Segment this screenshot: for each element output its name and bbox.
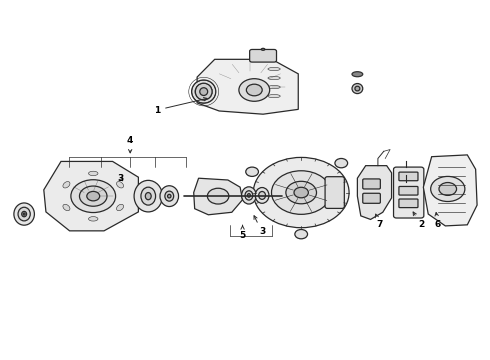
Ellipse shape xyxy=(117,181,123,188)
Ellipse shape xyxy=(196,83,212,100)
Ellipse shape xyxy=(18,207,30,221)
FancyBboxPatch shape xyxy=(399,186,418,195)
Ellipse shape xyxy=(168,194,171,198)
Circle shape xyxy=(246,167,258,176)
Text: 3: 3 xyxy=(117,174,123,183)
Circle shape xyxy=(335,158,347,168)
Polygon shape xyxy=(197,59,298,114)
Ellipse shape xyxy=(352,72,363,77)
FancyBboxPatch shape xyxy=(249,49,276,62)
FancyBboxPatch shape xyxy=(399,172,418,181)
FancyBboxPatch shape xyxy=(399,199,418,208)
Ellipse shape xyxy=(141,187,156,205)
Ellipse shape xyxy=(117,204,123,211)
Ellipse shape xyxy=(146,193,151,200)
Ellipse shape xyxy=(247,194,250,197)
Ellipse shape xyxy=(22,211,26,217)
Circle shape xyxy=(71,180,116,212)
Ellipse shape xyxy=(134,180,162,212)
Circle shape xyxy=(295,229,308,239)
Polygon shape xyxy=(423,155,477,226)
FancyBboxPatch shape xyxy=(325,177,344,208)
Text: 6: 6 xyxy=(435,212,441,229)
Ellipse shape xyxy=(23,213,25,215)
Ellipse shape xyxy=(352,84,363,94)
Circle shape xyxy=(79,186,107,206)
Ellipse shape xyxy=(268,76,280,80)
Text: 5: 5 xyxy=(240,225,245,240)
Ellipse shape xyxy=(192,80,216,103)
Ellipse shape xyxy=(242,187,256,204)
Circle shape xyxy=(87,192,99,201)
Circle shape xyxy=(271,171,331,214)
Ellipse shape xyxy=(245,191,253,200)
Text: 4: 4 xyxy=(127,136,133,153)
FancyBboxPatch shape xyxy=(363,179,380,189)
Ellipse shape xyxy=(261,48,265,50)
Ellipse shape xyxy=(89,217,98,221)
Ellipse shape xyxy=(63,181,70,188)
Ellipse shape xyxy=(355,86,360,91)
Ellipse shape xyxy=(268,85,280,89)
Ellipse shape xyxy=(14,203,34,225)
Ellipse shape xyxy=(268,95,280,98)
Ellipse shape xyxy=(165,191,173,201)
Ellipse shape xyxy=(63,204,70,211)
Polygon shape xyxy=(357,166,392,220)
Text: 3: 3 xyxy=(254,216,265,237)
Polygon shape xyxy=(194,178,243,215)
FancyBboxPatch shape xyxy=(363,193,380,203)
Ellipse shape xyxy=(259,192,266,199)
Circle shape xyxy=(207,188,229,204)
Circle shape xyxy=(239,79,270,101)
Polygon shape xyxy=(44,161,138,231)
Circle shape xyxy=(246,84,262,96)
Circle shape xyxy=(431,176,465,202)
Circle shape xyxy=(253,157,349,228)
Ellipse shape xyxy=(268,67,280,71)
Ellipse shape xyxy=(255,188,269,203)
FancyBboxPatch shape xyxy=(393,167,424,218)
Circle shape xyxy=(294,187,308,198)
Ellipse shape xyxy=(200,88,208,95)
Text: 1: 1 xyxy=(154,98,207,114)
Circle shape xyxy=(439,183,457,195)
Text: 2: 2 xyxy=(413,212,424,229)
Text: 7: 7 xyxy=(375,214,383,229)
Circle shape xyxy=(286,181,317,204)
Ellipse shape xyxy=(160,186,178,207)
Ellipse shape xyxy=(89,171,98,176)
